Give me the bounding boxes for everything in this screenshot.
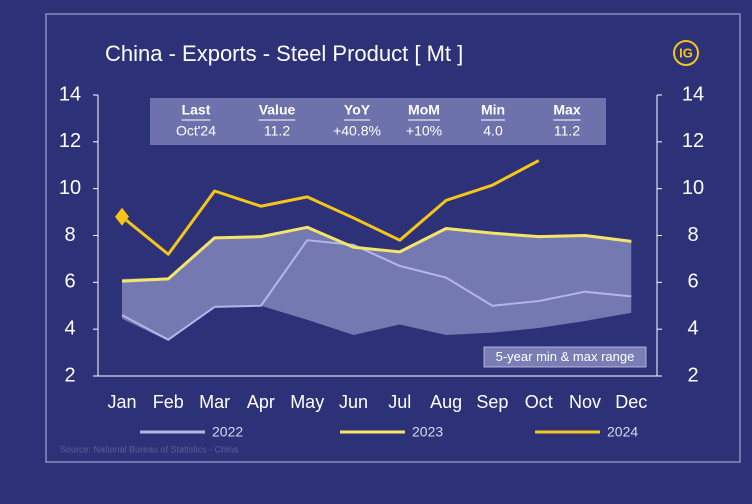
y2-tick-label: 14 [682, 83, 704, 105]
stats-cell: 4.0 [483, 123, 503, 139]
marker [115, 207, 129, 226]
x-tick-label: Mar [199, 392, 230, 412]
stats-header: Last [182, 102, 211, 118]
x-tick-label: Feb [153, 392, 184, 412]
y2-tick-label: 6 [687, 271, 698, 293]
y-tick-label: 14 [59, 83, 81, 105]
x-tick-label: Sep [476, 392, 508, 412]
stats-cell: 11.2 [264, 123, 290, 139]
x-tick-label: Jul [388, 392, 411, 412]
series-line [121, 225, 632, 283]
stats-header: MoM [408, 102, 440, 118]
source: Source: National Bureau of Statistics - … [60, 444, 238, 454]
y-tick-label: 2 [64, 364, 75, 386]
y-tick-label: 6 [64, 271, 75, 293]
chart-title: China - Exports - Steel Product [ Mt ] [105, 41, 463, 66]
band-label-box [483, 346, 647, 368]
y2-tick-label: 4 [687, 317, 698, 339]
legend-label: 2023 [412, 424, 443, 440]
x-tick-label: Dec [615, 392, 647, 412]
stats-cell: 11.2 [554, 123, 580, 139]
y2-tick-label: 12 [682, 130, 704, 152]
stats-header: Min [481, 102, 505, 118]
y-tick-label: 4 [64, 317, 75, 339]
x-tick-label: Aug [430, 392, 462, 412]
stats-box [150, 98, 606, 145]
band-label: 5-year min & max range [496, 349, 635, 364]
logo-ring [673, 40, 699, 66]
y-tick-label: 10 [59, 177, 81, 199]
legend-label: 2024 [607, 424, 638, 440]
stats-header: Value [259, 102, 296, 118]
logo: IG [679, 45, 693, 60]
x-tick-label: Oct [525, 392, 553, 412]
x-tick-label: May [290, 392, 324, 412]
series-line [121, 239, 632, 341]
x-tick-label: Jan [107, 392, 136, 412]
y-tick-label: 8 [64, 224, 75, 246]
x-tick-label: Jun [339, 392, 368, 412]
legend-label: 2022 [212, 424, 243, 440]
x-tick-label: Apr [247, 392, 275, 412]
stats-cell: Oct'24 [176, 123, 216, 139]
y2-tick-label: 8 [687, 224, 698, 246]
range-band [122, 227, 632, 341]
stats-header: Max [553, 102, 580, 118]
stats-header: YoY [344, 102, 371, 118]
stats-cell: +10% [406, 123, 442, 139]
x-tick-label: Nov [569, 392, 601, 412]
stats-cell: +40.8% [333, 123, 381, 139]
y-tick-label: 12 [59, 130, 81, 152]
y2-tick-label: 10 [682, 177, 704, 199]
series-line [121, 159, 540, 256]
frame [45, 13, 741, 463]
y2-tick-label: 2 [687, 364, 698, 386]
